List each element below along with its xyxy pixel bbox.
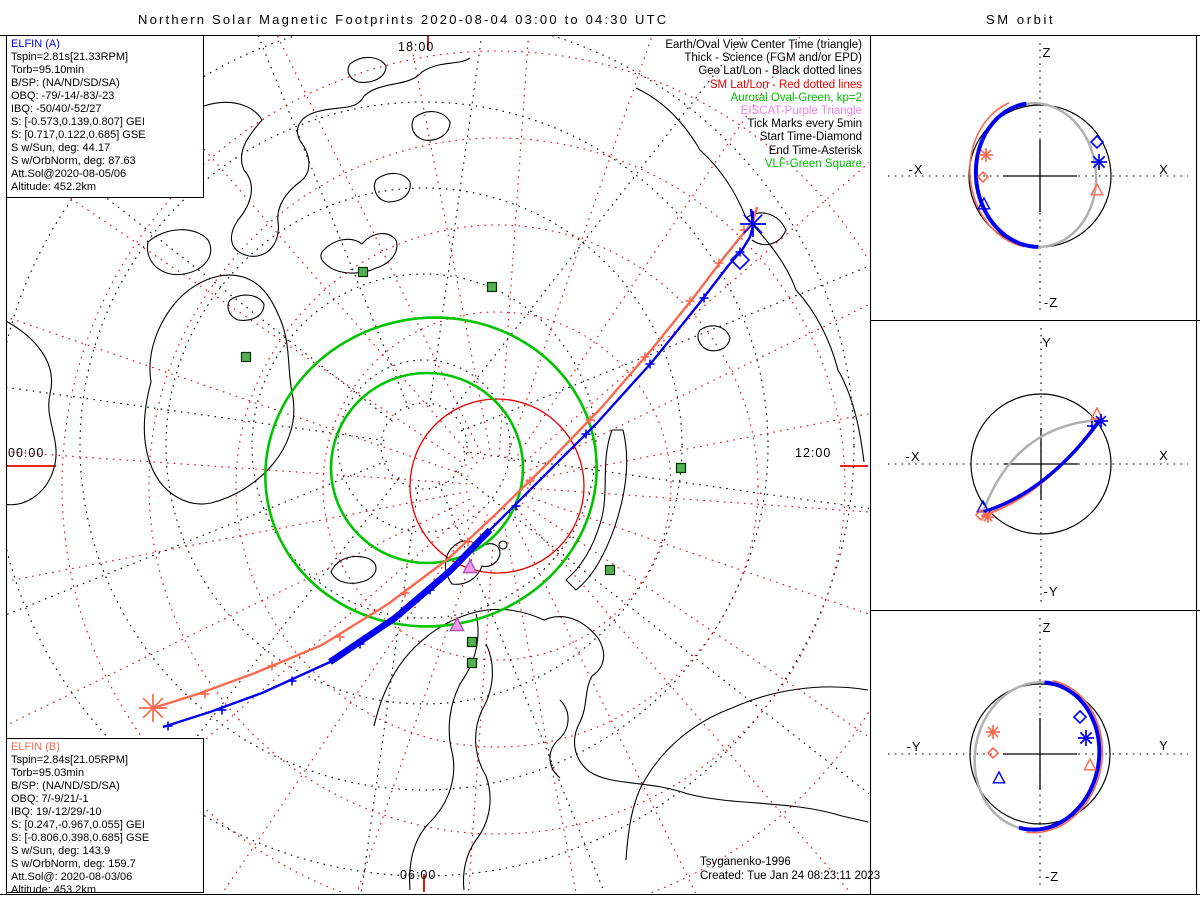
elfin-a-info-line: B/SP: (NA/ND/SD/SA) <box>11 77 120 89</box>
orbit-axis-label: Z <box>1043 620 1052 635</box>
coast-scandinavia-outer <box>373 608 869 823</box>
orbit-axis-label: Y <box>1159 738 1169 753</box>
elfin-b-info-line: Altitude: 453.2km <box>11 884 96 896</box>
coast-victoria-island <box>146 229 212 276</box>
coast-island <box>227 294 265 321</box>
legend-line: VLF-Green Square <box>764 157 862 170</box>
elfin-b-title: ELFIN (B) <box>11 741 60 753</box>
coast-island <box>373 172 411 203</box>
legend-line: Thick - Science (FGM and/or EPD) <box>684 52 862 65</box>
coast-island <box>411 111 451 141</box>
mlt-label-18: 18:00 <box>398 40 435 54</box>
elfin-b-info-line: IBQ: 19/-12/29/-10 <box>11 806 102 818</box>
orbit-axis-label: -X <box>909 162 924 177</box>
orbit-axis-label: X <box>1159 162 1169 177</box>
legend-line: SM Lat/Lon - Red dotted lines <box>709 78 862 91</box>
coast-iceland <box>330 555 377 584</box>
elfin-b-info-line: B/SP: (NA/ND/SD/SA) <box>11 780 120 792</box>
coast-greenland <box>143 274 295 505</box>
legend-line: EISCAT-Purple Triangle <box>740 105 862 118</box>
elfin-a-title: ELFIN (A) <box>11 38 60 50</box>
legend-line: End Time-Asterisk <box>768 144 862 157</box>
elfin-a-info-line: Altitude: 452.2km <box>11 181 96 193</box>
orbit-axis-label: -Z <box>1044 295 1058 310</box>
orbit-axis-label: -Z <box>1045 869 1059 884</box>
elfin-a-info-line: Att.Sol@2020-08-05/06 <box>11 168 127 180</box>
coast-island <box>347 56 387 83</box>
elfin-a-info-line: OBQ: -79/-14/-83/-23 <box>11 90 115 102</box>
mlt-label-00: 00:00 <box>8 446 45 460</box>
mlt-label-06: 06:00 <box>400 868 437 882</box>
legend-line: Auroral Oval-Green, kp=2 <box>730 91 862 104</box>
elfin-a-info-line: Tspin=2.81s[21.33RPM] <box>11 51 129 63</box>
orbit-axis-label: -Y <box>907 739 922 754</box>
elfin-a-info-line: IBQ: -50/40/-52/27 <box>11 103 102 115</box>
footer: Tsyganenko-1996 Created: Tue Jan 24 08:2… <box>700 855 880 883</box>
created-timestamp: Created: Tue Jan 24 08:23:11 2023 <box>700 870 881 882</box>
elfin-b-info-line: Att.Sol@: 2020-08-03/06 <box>11 871 133 883</box>
coast-bothnia-baltic <box>462 643 493 891</box>
elfin-a-info-line: S: [-0.573,0.139,0.807] GEI <box>11 116 145 128</box>
elfin-a-info-box: ELFIN (A) Tspin=2.81s[21.33RPM] Torb=95.1… <box>6 35 204 198</box>
legend-line: Start Time-Diamond <box>759 131 862 144</box>
elfin-b-info-line: S w/OrbNorm, deg: 159.7 <box>11 858 136 870</box>
elfin-b-info-line: S: [0.247,-0.967,0.055] GEI <box>11 819 145 831</box>
orbit-axis-label: -X <box>906 449 921 464</box>
mlt-label-12: 12:00 <box>795 446 832 460</box>
coast-baffin-island <box>320 233 398 274</box>
orbit-axis-label: -Y <box>1044 584 1059 599</box>
orbit-axis-label: Z <box>1043 45 1052 60</box>
sm-orbit-panels: Z -Z -X X Y -Y -X X Z -Z -Y Y <box>888 43 1188 888</box>
coast-siberia-peninsula <box>745 212 787 246</box>
coast-svalbard <box>444 540 501 585</box>
elfin-b-info-lines: Tspin=2.84s[21.05RPM] Torb=95.03min B/SP: … <box>11 754 199 897</box>
orbit-axis-label: Y <box>1042 335 1052 350</box>
model-label: Tsyganenko-1996 <box>700 856 791 868</box>
map-markers <box>139 211 766 722</box>
coast-novaya-zemlya <box>565 429 628 591</box>
elfin-b-info-line: OBQ: 7/-9/21/-1 <box>11 793 89 805</box>
elfin-a-info-line: Torb=95.10min <box>11 64 85 76</box>
legend-line: Earth/Oval View Center Time (triangle) <box>665 39 862 51</box>
coast-alaska <box>7 321 57 506</box>
coast-svalbard-islet <box>498 540 508 550</box>
legend-line: Geo Lat/Lon - Black dotted lines <box>698 65 862 78</box>
elfin-a-info-lines: Tspin=2.81s[21.33RPM] Torb=95.10min B/SP: … <box>11 51 199 194</box>
elfin-a-info-line: S: [0.717,0.122,0.685] GSE <box>11 129 146 141</box>
page-title: Northern Solar Magnetic Footprints 2020-… <box>138 12 669 27</box>
elfin-a-info-line: S w/Sun, deg: 44.17 <box>11 142 111 154</box>
coast-siberia <box>635 87 865 463</box>
elfin-b-info-line: Tspin=2.84s[21.05RPM] <box>11 754 129 766</box>
elfin-b-info-line: S: [-0.806,0.398,0.685] GSE <box>11 832 150 844</box>
coast-russia-south <box>625 686 869 861</box>
coast-white-sea <box>549 699 569 779</box>
footprint-trajectories <box>152 206 759 731</box>
elfin-a-info-line: S w/OrbNorm, deg: 87.63 <box>11 155 136 167</box>
sm-orbit-title: SM orbit <box>986 12 1056 27</box>
elfin-b-info-line: Torb=95.03min <box>11 767 85 779</box>
elfin-b-info-box: ELFIN (B) Tspin=2.84s[21.05RPM] Torb=95.0… <box>6 738 204 896</box>
elfin-b-info-line: S w/Sun, deg: 143.9 <box>11 845 111 857</box>
legend-line: Tick Marks every 5min <box>747 118 862 131</box>
orbit-axis-label: X <box>1159 448 1169 463</box>
coast-severnaya-zemlya <box>697 325 731 352</box>
map-legend: Earth/Oval View Center Time (triangle) Th… <box>665 39 862 171</box>
coast-scandinavia-inner <box>409 613 479 891</box>
